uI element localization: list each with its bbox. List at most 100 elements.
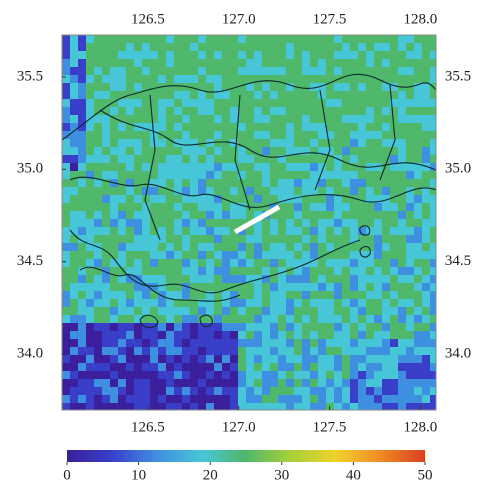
pixel — [334, 163, 342, 171]
pixel — [414, 267, 422, 275]
pixel — [310, 219, 318, 227]
pixel — [70, 59, 78, 67]
pixel — [206, 259, 214, 267]
pixel — [286, 115, 294, 123]
pixel — [238, 275, 246, 283]
pixel — [366, 131, 374, 139]
pixel — [214, 59, 222, 67]
pixel — [254, 283, 262, 291]
pixel — [70, 187, 78, 195]
pixel — [398, 323, 406, 331]
pixel — [270, 315, 278, 323]
pixel — [126, 291, 134, 299]
pixel — [214, 355, 222, 363]
pixel — [190, 59, 198, 67]
pixel — [102, 371, 110, 379]
pixel — [326, 251, 334, 259]
pixel — [310, 267, 318, 275]
pixel — [126, 379, 134, 387]
pixel — [214, 219, 222, 227]
pixel — [286, 395, 294, 403]
pixel — [430, 347, 436, 355]
pixel — [70, 107, 78, 115]
pixel — [318, 219, 326, 227]
pixel — [294, 99, 302, 107]
pixel — [366, 315, 374, 323]
pixel — [102, 219, 110, 227]
pixel — [102, 187, 110, 195]
pixel — [134, 403, 142, 410]
pixel — [94, 147, 102, 155]
raster — [62, 35, 436, 410]
pixel — [254, 267, 262, 275]
pixel — [406, 171, 414, 179]
pixel — [134, 299, 142, 307]
pixel — [414, 99, 422, 107]
pixel — [190, 187, 198, 195]
pixel — [318, 75, 326, 83]
pixel — [174, 147, 182, 155]
pixel — [86, 363, 94, 371]
pixel — [302, 299, 310, 307]
pixel — [190, 395, 198, 403]
pixel — [334, 67, 342, 75]
pixel — [246, 379, 254, 387]
pixel — [158, 259, 166, 267]
pixel — [358, 99, 366, 107]
pixel — [326, 75, 334, 83]
pixel — [222, 51, 230, 59]
pixel — [166, 203, 174, 211]
pixel — [142, 107, 150, 115]
pixel — [142, 99, 150, 107]
pixel — [158, 163, 166, 171]
pixel — [414, 291, 422, 299]
pixel — [78, 211, 86, 219]
pixel — [246, 171, 254, 179]
pixel — [246, 307, 254, 315]
pixel — [198, 379, 206, 387]
pixel — [86, 35, 94, 43]
pixel — [70, 147, 78, 155]
pixel — [222, 283, 230, 291]
pixel — [422, 83, 430, 91]
pixel — [142, 243, 150, 251]
pixel — [86, 123, 94, 131]
pixel — [430, 35, 436, 43]
pixel — [382, 211, 390, 219]
pixel — [358, 147, 366, 155]
pixel — [294, 219, 302, 227]
pixel — [182, 35, 190, 43]
pixel — [70, 275, 78, 283]
pixel — [238, 147, 246, 155]
pixel — [374, 235, 382, 243]
pixel — [310, 291, 318, 299]
pixel — [350, 267, 358, 275]
pixel — [422, 363, 430, 371]
pixel — [390, 259, 398, 267]
pixel — [118, 275, 126, 283]
pixel — [270, 395, 278, 403]
pixel — [246, 355, 254, 363]
pixel — [238, 259, 246, 267]
pixel — [198, 395, 206, 403]
pixel — [86, 147, 94, 155]
pixel — [230, 123, 238, 131]
pixel — [150, 179, 158, 187]
pixel — [270, 307, 278, 315]
pixel — [206, 283, 214, 291]
pixel — [182, 131, 190, 139]
pixel — [358, 203, 366, 211]
pixel — [278, 227, 286, 235]
pixel — [374, 179, 382, 187]
pixel — [326, 35, 334, 43]
pixel — [174, 219, 182, 227]
pixel — [142, 147, 150, 155]
pixel — [62, 275, 70, 283]
pixel — [254, 235, 262, 243]
pixel — [366, 267, 374, 275]
pixel — [406, 139, 414, 147]
pixel — [238, 395, 246, 403]
pixel — [318, 115, 326, 123]
pixel — [94, 291, 102, 299]
pixel — [134, 107, 142, 115]
